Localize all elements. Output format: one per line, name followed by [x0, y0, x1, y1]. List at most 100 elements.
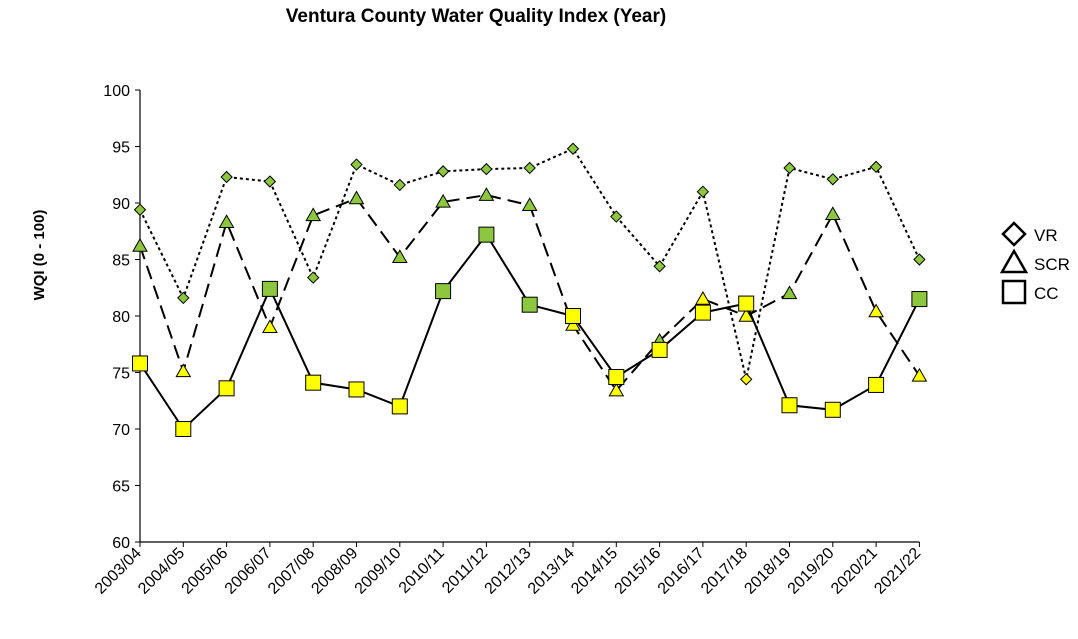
series-line-vr: [139, 147, 921, 380]
data-point-cc: [218, 380, 235, 397]
data-point-vr: [220, 170, 233, 184]
data-point-vr: [306, 271, 320, 284]
data-point-vr: [610, 210, 623, 223]
x-tick-labels: 2003/042004/052005/062006/072007/082008/…: [92, 545, 924, 598]
data-point-cc: [521, 296, 538, 313]
y-tick-label: 85: [112, 253, 130, 270]
data-point-cc: [868, 376, 885, 393]
data-point-scr: [218, 214, 235, 228]
data-point-cc: [391, 398, 408, 415]
data-point-scr: [738, 307, 755, 322]
x-tick-label: 2013/14: [525, 545, 578, 598]
data-point-cc: [738, 295, 755, 312]
data-point-scr: [521, 197, 538, 212]
data-point-scr: [695, 291, 711, 305]
x-tick-label: 2021/22: [871, 545, 924, 598]
data-point-vr: [869, 160, 883, 174]
y-tick-labels: 60 65 70 75 80 85 90 95 100: [103, 83, 130, 552]
series-lines: [139, 147, 921, 431]
x-tick-label: 2016/17: [655, 545, 708, 598]
data-point-cc: [608, 369, 625, 386]
legend-label-scr: SCR: [1034, 255, 1070, 274]
data-point-vr: [480, 162, 493, 176]
data-point-vr: [177, 291, 190, 305]
legend-square-icon: [1001, 279, 1027, 305]
data-point-scr: [868, 303, 884, 318]
data-point-vr: [826, 173, 840, 186]
data-point-vr: [566, 142, 580, 155]
data-point-scr: [305, 207, 322, 222]
x-tick-label: 2003/04: [92, 545, 145, 598]
data-point-vr: [783, 161, 796, 175]
x-tick-label: 2017/18: [698, 545, 751, 598]
x-tick-label: 2007/08: [265, 545, 318, 598]
x-tick-label: 2019/20: [785, 545, 838, 598]
data-point-scr: [608, 382, 625, 397]
x-tick-label: 2006/07: [222, 545, 275, 598]
series-markers: [132, 142, 928, 437]
data-point-cc: [478, 226, 495, 243]
data-point-scr: [565, 317, 581, 331]
x-tick-label: 2014/15: [568, 545, 621, 598]
data-point-scr: [478, 187, 495, 201]
data-point-scr: [262, 319, 278, 334]
data-point-cc: [305, 374, 322, 391]
legend-triangle-icon: [999, 248, 1029, 274]
data-point-cc: [781, 397, 798, 414]
legend-label-vr: VR: [1034, 226, 1058, 245]
data-point-cc: [348, 381, 365, 398]
x-tick-label: 2011/12: [439, 545, 491, 597]
series-line-cc: [139, 232, 921, 431]
data-point-vr: [696, 185, 710, 198]
chart-axes: [135, 89, 920, 547]
data-point-vr: [393, 178, 407, 192]
data-point-vr: [739, 373, 753, 386]
data-point-scr: [911, 367, 928, 382]
data-point-vr: [133, 203, 147, 216]
data-point-vr: [653, 260, 666, 273]
series-line-scr: [139, 194, 921, 393]
data-point-vr: [436, 165, 450, 178]
x-tick-label: 2018/19: [741, 545, 794, 598]
data-point-vr: [523, 161, 536, 175]
x-tick-label: 2009/10: [352, 545, 405, 598]
data-point-cc: [261, 280, 278, 297]
data-point-scr: [435, 193, 451, 208]
data-point-cc: [132, 355, 148, 372]
data-point-cc: [435, 283, 452, 300]
x-tick-label: 2008/09: [308, 545, 361, 598]
x-tick-label: 2004/05: [135, 545, 188, 598]
data-point-vr: [913, 253, 926, 266]
data-point-scr: [824, 206, 841, 221]
data-point-scr: [781, 285, 798, 300]
y-tick-label: 90: [112, 196, 130, 213]
data-point-scr: [175, 363, 192, 378]
legend: VR SCR CC: [999, 221, 1070, 305]
legend-diamond-icon: [1001, 221, 1027, 247]
x-tick-label: 2012/13: [482, 545, 535, 598]
data-point-cc: [175, 421, 192, 437]
y-tick-label: 70: [112, 422, 130, 439]
y-axis-title: WQI (0 - 100): [31, 210, 48, 301]
data-point-scr: [348, 190, 365, 205]
data-point-cc: [565, 308, 581, 324]
x-tick-label: 2015/16: [612, 545, 665, 598]
data-point-cc: [694, 304, 711, 321]
y-tick-label: 65: [112, 479, 130, 496]
y-tick-label: 60: [112, 535, 130, 552]
chart-title: Ventura County Water Quality Index (Year…: [285, 6, 667, 27]
legend-label-cc: CC: [1034, 284, 1059, 303]
data-point-vr: [350, 158, 363, 171]
data-point-vr: [263, 175, 277, 188]
data-point-scr: [132, 237, 148, 252]
x-tick-label: 2010/11: [396, 545, 448, 597]
y-tick-label: 75: [112, 366, 130, 383]
x-tick-label: 2020/21: [828, 545, 881, 598]
y-tick-label: 80: [112, 309, 130, 326]
data-point-scr: [391, 249, 408, 263]
data-point-cc: [824, 401, 841, 418]
y-tick-label: 100: [103, 83, 130, 100]
data-point-cc: [911, 291, 928, 308]
data-point-cc: [651, 341, 668, 358]
